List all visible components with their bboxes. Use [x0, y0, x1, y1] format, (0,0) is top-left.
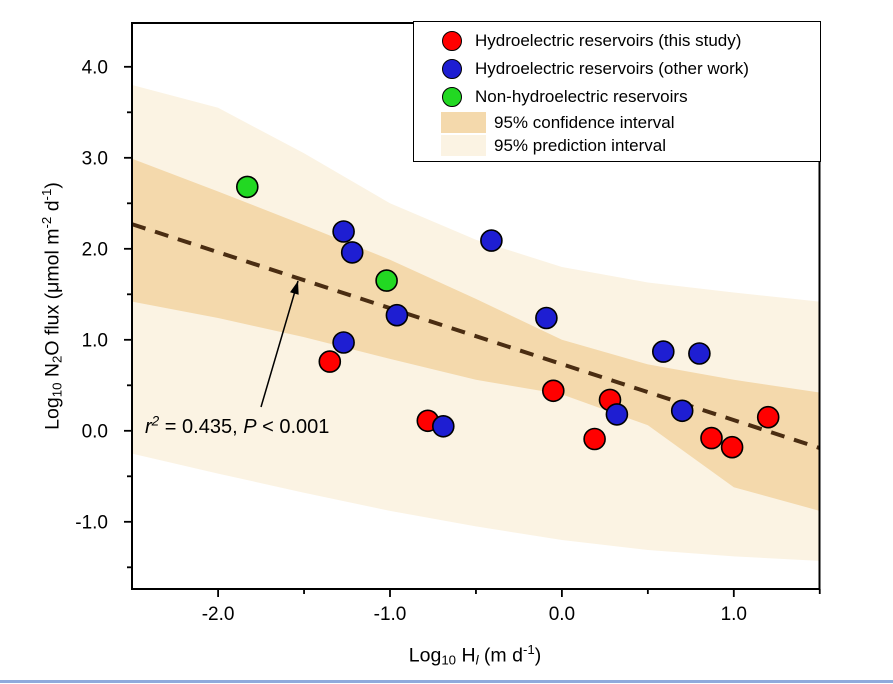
data-point — [318, 350, 342, 373]
label-part: O flux (μmol m — [41, 228, 64, 356]
y-tick-label: 2.0 — [82, 239, 108, 260]
y-tick-label: 1.0 — [82, 330, 108, 351]
data-point — [385, 303, 409, 327]
x-tick-label: -1.0 — [374, 604, 407, 625]
data-point — [756, 405, 780, 429]
y-axis-title: Log10 N2O flux (μmol m-2 d-1) — [39, 182, 65, 430]
data-point — [332, 220, 355, 243]
legend-circle-marker — [442, 87, 462, 107]
series-0 — [318, 350, 780, 459]
data-point — [332, 331, 355, 354]
data-point — [480, 229, 503, 252]
label-part: N — [41, 363, 64, 383]
legend-entry: Hydroelectric reservoirs (this study) — [414, 27, 820, 55]
label-part: P — [243, 416, 257, 438]
legend-entry: 95% confidence interval — [414, 111, 820, 134]
data-point — [583, 427, 606, 451]
legend-entry: 95% prediction interval — [414, 134, 820, 157]
annotation-arrow-head — [290, 281, 299, 295]
data-point — [431, 414, 455, 438]
legend-entry-label: 95% confidence interval — [494, 112, 675, 132]
data-point — [605, 403, 629, 426]
label-part: 10 — [441, 652, 457, 668]
stats-annotation: r2 = 0.435, P < 0.001 — [145, 413, 330, 439]
label-part: ) — [534, 644, 542, 667]
legend-entry-label: Hydroelectric reservoirs (this study) — [475, 31, 742, 50]
y-tick-label: 4.0 — [82, 57, 108, 78]
legend-entry-label: Non-hydroelectric reservoirs — [475, 87, 688, 106]
label-part: l — [475, 652, 479, 668]
label-part: 10 — [49, 382, 65, 398]
data-point — [340, 241, 364, 264]
x-axis-title: Log10 Hl (m d-1) — [408, 642, 542, 668]
data-point — [688, 342, 711, 365]
annotation-arrow-line — [260, 280, 299, 408]
label-part: < 0.001 — [256, 416, 330, 438]
series-1 — [332, 220, 711, 438]
label-part: 2 — [49, 355, 65, 364]
label-part: -1 — [39, 188, 55, 201]
y-tick-label: 0.0 — [82, 421, 108, 442]
x-tick-label: 1.0 — [721, 604, 747, 625]
label-part: Log — [41, 397, 64, 430]
legend-entry-label: 95% prediction interval — [494, 135, 666, 155]
bottom-window-edge — [0, 680, 893, 683]
data-point — [236, 175, 259, 199]
data-point — [651, 340, 675, 363]
data-point — [541, 379, 565, 403]
legend-entry: Non-hydroelectric reservoirs — [414, 83, 820, 111]
label-part: (m d — [478, 644, 523, 667]
label-part: d — [41, 200, 64, 217]
legend-circle-marker — [442, 31, 462, 51]
data-point — [375, 269, 398, 292]
regression-line — [132, 222, 820, 450]
data-point — [670, 399, 694, 423]
legend-patch-swatch — [441, 135, 486, 156]
legend-patch-swatch — [441, 112, 486, 133]
legend-entry: Hydroelectric reservoirs (other work) — [414, 55, 820, 83]
label-part: -2 — [39, 216, 55, 229]
label-part: ) — [41, 182, 64, 189]
x-tick-label: -2.0 — [202, 604, 235, 625]
ticks — [124, 65, 821, 597]
x-tick-label: 0.0 — [549, 604, 575, 625]
label-part: Log — [408, 644, 442, 667]
label-part: 2 — [151, 413, 160, 429]
series-2 — [236, 175, 398, 292]
legend: Hydroelectric reservoirs (this study) Hyd… — [413, 21, 821, 162]
y-tick-label: 3.0 — [82, 148, 108, 169]
data-point — [535, 306, 558, 330]
y-tick-label: -1.0 — [75, 512, 108, 533]
label-part: -1 — [522, 642, 535, 658]
legend-entry-label: Hydroelectric reservoirs (other work) — [475, 59, 749, 78]
label-part: r — [145, 416, 152, 438]
label-part: = 0.435, — [159, 416, 244, 438]
label-part: H — [456, 644, 476, 667]
data-point — [700, 426, 723, 450]
data-point — [720, 435, 744, 459]
legend-circle-marker — [442, 59, 462, 79]
